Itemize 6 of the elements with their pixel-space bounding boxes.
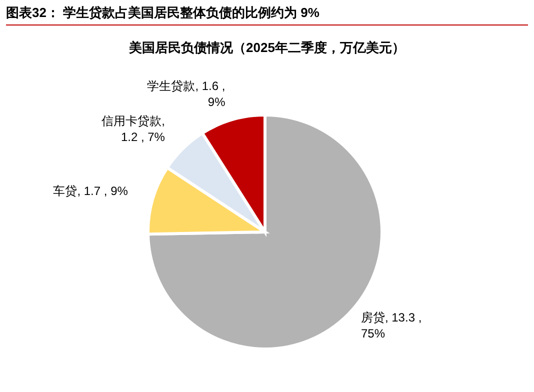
slice-label: 车贷, 1.7 , 9% — [53, 184, 128, 198]
slice-label: 信用卡贷款, 1.2 , 7% — [102, 114, 166, 144]
slice-label: 学生贷款, 1.6 , 9% — [147, 79, 226, 110]
slice-label: 房贷, 13.3 , 75% — [360, 310, 422, 340]
chart-subtitle: 美国居民负债情况（2025年二季度，万亿美元） — [128, 40, 405, 55]
chart-title: 图表32： 学生贷款占美国居民整体负债的比例约为 9% — [6, 5, 320, 20]
